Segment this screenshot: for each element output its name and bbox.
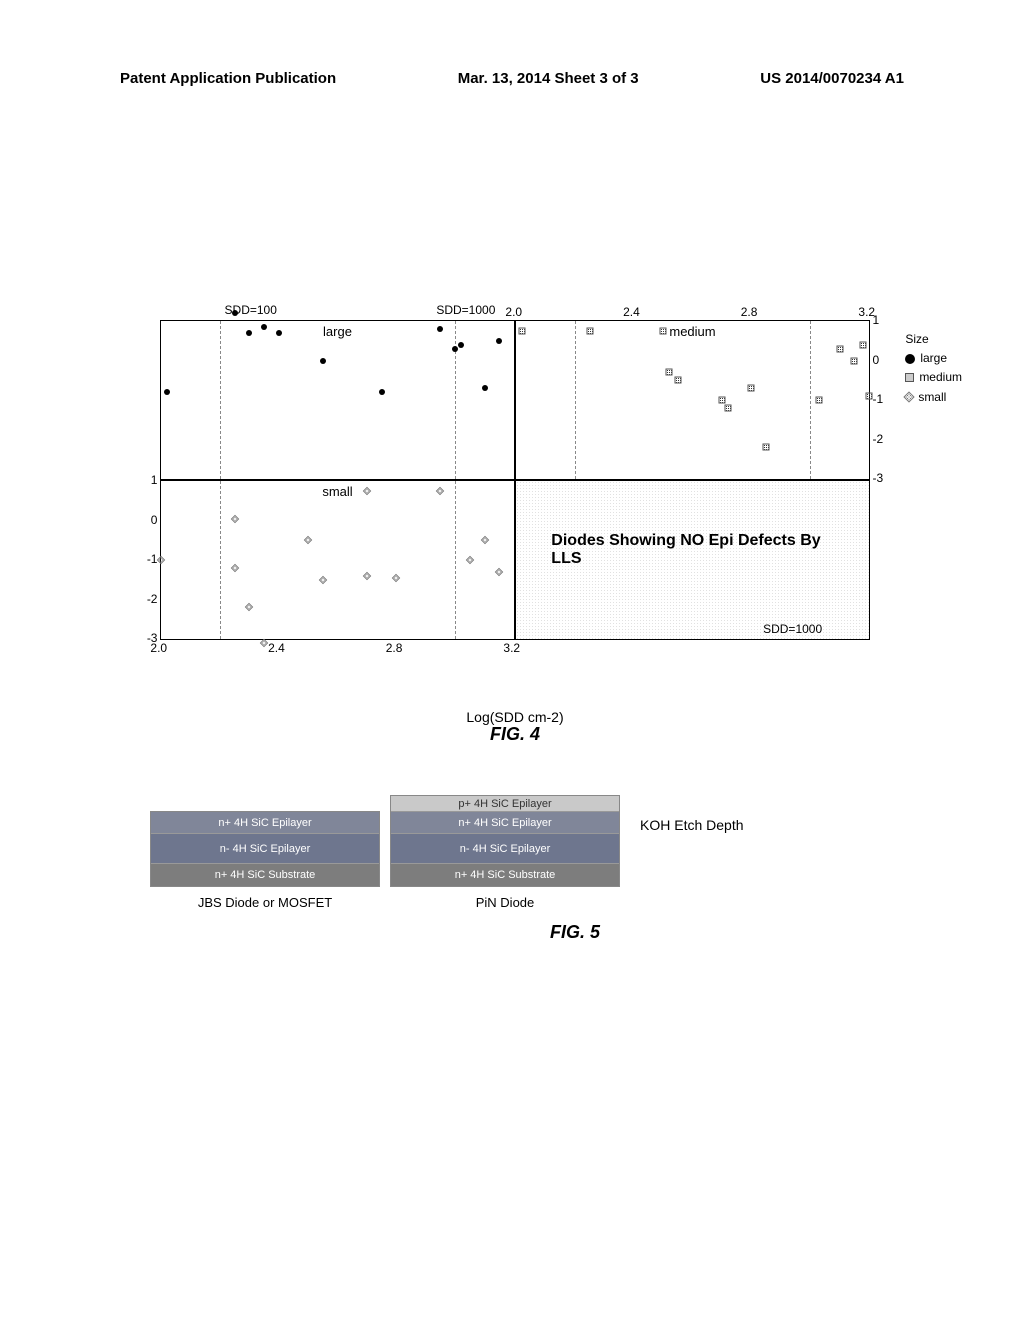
x-tick-label: 2.4 <box>623 305 640 319</box>
fig5-caption: FIG. 5 <box>270 922 880 943</box>
x-tick-label: 2.8 <box>741 305 758 319</box>
data-point <box>748 385 755 392</box>
stack2-caption: PiN Diode <box>390 895 620 910</box>
data-point <box>665 369 672 376</box>
y-tick-label: 1 <box>873 313 880 327</box>
data-point <box>718 397 725 404</box>
y-tick-label: -3 <box>873 471 884 485</box>
data-point <box>836 345 843 352</box>
data-point <box>379 389 385 395</box>
data-point <box>458 342 464 348</box>
epilayer: n+ 4H SiC Epilayer <box>391 812 619 834</box>
data-point <box>860 341 867 348</box>
y-tick-label: -2 <box>873 432 884 446</box>
data-point <box>496 338 502 344</box>
fig5-diagrams: n+ 4H SiC Epilayern- 4H SiC Epilayern+ 4… <box>150 795 880 910</box>
x-tick-label: 2.8 <box>386 641 403 655</box>
panel-title-small: small <box>319 484 355 499</box>
data-point <box>452 346 458 352</box>
panel-medium: medium 2.02.42.83.2 -3-2-101 <box>515 320 870 480</box>
x-tick-label: 3.2 <box>503 641 520 655</box>
y-tick-label: -2 <box>147 592 158 606</box>
data-point <box>164 389 170 395</box>
data-point <box>261 324 267 330</box>
square-marker-icon <box>905 373 914 382</box>
stack-pin-diode: p+ 4H SiC Epilayern+ 4H SiC Epilayern- 4… <box>390 795 620 910</box>
panel-title-large: large <box>320 324 355 339</box>
chart-annotation: Diodes Showing NO Epi Defects By LLS <box>551 532 833 568</box>
figure-5: n+ 4H SiC Epilayern- 4H SiC Epilayern+ 4… <box>150 795 880 943</box>
header-center: Mar. 13, 2014 Sheet 3 of 3 <box>458 70 639 87</box>
header-left: Patent Application Publication <box>120 70 336 87</box>
x-tick-label: 2.0 <box>505 305 522 319</box>
data-point <box>276 330 282 336</box>
y-tick-label: 0 <box>873 353 880 367</box>
legend-item-medium: medium <box>905 368 962 387</box>
data-point <box>724 404 731 411</box>
epilayer: n+ 4H SiC Epilayer <box>151 812 379 834</box>
data-point <box>866 393 873 400</box>
data-point <box>763 444 770 451</box>
data-point <box>660 327 667 334</box>
data-point <box>232 310 238 316</box>
y-tick-label: 0 <box>151 513 158 527</box>
epilayer: p+ 4H SiC Epilayer <box>391 796 619 812</box>
koh-etch-depth-label: KOH Etch Depth <box>630 817 744 833</box>
epilayer: n+ 4H SiC Substrate <box>391 864 619 886</box>
y-tick-label: -1 <box>873 392 884 406</box>
fig4-chart-grid: SDD=100 SDD=1000 large medium 2.02.42.83… <box>160 320 870 640</box>
panel-title-medium: medium <box>666 324 718 339</box>
legend: Size large medium small <box>905 330 962 407</box>
epilayer: n- 4H SiC Epilayer <box>391 834 619 864</box>
sdd-label-right-top: SDD=1000 <box>436 303 495 317</box>
legend-item-small: small <box>905 388 962 407</box>
sdd-label-right-bottom: SDD=1000 <box>763 622 822 636</box>
x-tick-label: 2.0 <box>150 641 167 655</box>
header-right: US 2014/0070234 A1 <box>760 70 904 87</box>
data-point <box>246 330 252 336</box>
data-point <box>320 358 326 364</box>
legend-title: Size <box>905 330 962 349</box>
data-point <box>482 385 488 391</box>
data-point <box>586 327 593 334</box>
data-point <box>260 639 268 647</box>
panel-small: small SDD=100 -3-2-101 2.02.42.83.2 <box>160 480 515 640</box>
data-point <box>437 326 443 332</box>
panel-annotation: SDD=1000 Diodes Showing NO Epi Defects B… <box>515 480 870 640</box>
x-tick-label: 2.4 <box>268 641 285 655</box>
data-point <box>674 377 681 384</box>
epilayer: n- 4H SiC Epilayer <box>151 834 379 864</box>
figure-4: Log (Leakage (mA/cm2)) @ 5kV SDD=100 SDD… <box>160 320 870 690</box>
fig4-caption: FIG. 4 <box>490 724 540 745</box>
x-axis-label: Log(SDD cm-2) <box>466 709 563 725</box>
stack1-caption: JBS Diode or MOSFET <box>150 895 380 910</box>
page-header: Patent Application Publication Mar. 13, … <box>0 70 1024 87</box>
circle-marker-icon <box>905 354 915 364</box>
data-point <box>815 397 822 404</box>
data-point <box>851 357 858 364</box>
data-point <box>518 327 525 334</box>
legend-item-large: large <box>905 349 962 368</box>
epilayer: n+ 4H SiC Substrate <box>151 864 379 886</box>
panel-large: SDD=100 SDD=1000 large <box>160 320 515 480</box>
y-tick-label: 1 <box>151 473 158 487</box>
stack-jbs-mosfet: n+ 4H SiC Epilayern- 4H SiC Epilayern+ 4… <box>150 811 380 910</box>
diamond-marker-icon <box>904 391 915 402</box>
y-tick-label: -1 <box>147 552 158 566</box>
